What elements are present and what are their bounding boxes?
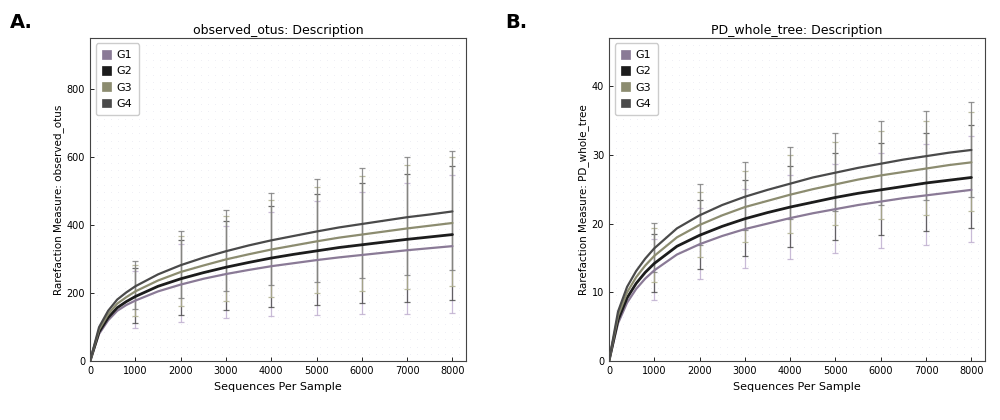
Text: B.: B.	[505, 13, 527, 32]
Legend: G1, G2, G3, G4: G1, G2, G3, G4	[615, 43, 658, 116]
Legend: G1, G2, G3, G4: G1, G2, G3, G4	[96, 43, 139, 116]
Y-axis label: Rarefaction Measure: observed_otus: Rarefaction Measure: observed_otus	[53, 104, 64, 295]
Y-axis label: Rarefaction Measure: PD_whole_tree: Rarefaction Measure: PD_whole_tree	[578, 104, 589, 295]
Text: A.: A.	[10, 13, 33, 32]
X-axis label: Sequences Per Sample: Sequences Per Sample	[214, 382, 342, 391]
Title: PD_whole_tree: Description: PD_whole_tree: Description	[711, 24, 883, 37]
X-axis label: Sequences Per Sample: Sequences Per Sample	[733, 382, 861, 391]
Title: observed_otus: Description: observed_otus: Description	[193, 24, 363, 37]
